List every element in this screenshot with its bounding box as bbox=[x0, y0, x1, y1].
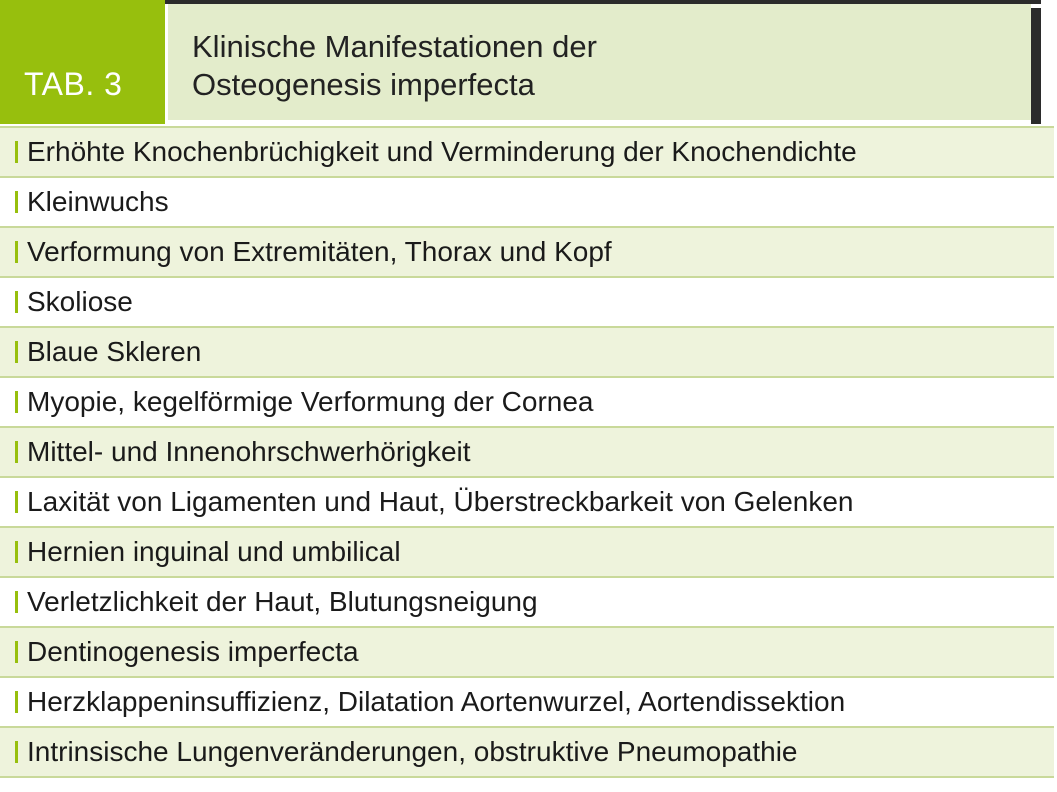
bullet-bar-icon bbox=[15, 291, 18, 313]
row-text: Verformung von Extremitäten, Thorax und … bbox=[27, 236, 612, 267]
table-row: Erhöhte Knochenbrüchigkeit und Verminder… bbox=[0, 126, 1054, 176]
bullet-bar-icon bbox=[15, 641, 18, 663]
bullet-bar-icon bbox=[15, 491, 18, 513]
bullet-bar-icon bbox=[15, 541, 18, 563]
title-frame-top bbox=[165, 0, 1041, 4]
table-row: Blaue Skleren bbox=[0, 326, 1054, 376]
bullet-bar-icon bbox=[15, 341, 18, 363]
row-text: Dentinogenesis imperfecta bbox=[27, 636, 359, 667]
table-row: Herzklappeninsuffizienz, Dilatation Aort… bbox=[0, 676, 1054, 726]
bullet-bar-icon bbox=[15, 591, 18, 613]
bullet-bar-icon bbox=[15, 241, 18, 263]
row-text: Laxität von Ligamenten und Haut, Überstr… bbox=[27, 486, 854, 517]
row-text: Intrinsische Lungenveränderungen, obstru… bbox=[27, 736, 798, 767]
bullet-bar-icon bbox=[15, 141, 18, 163]
bullet-bar-icon bbox=[15, 741, 18, 763]
table-title-box: Klinische Manifestationen der Osteogenes… bbox=[165, 4, 1031, 120]
bullet-bar-icon bbox=[15, 191, 18, 213]
title-frame-right bbox=[1031, 8, 1041, 124]
table-title-line-1: Klinische Manifestationen der bbox=[192, 29, 597, 64]
table-row: Verletzlichkeit der Haut, Blutungsneigun… bbox=[0, 576, 1054, 626]
table-row: Dentinogenesis imperfecta bbox=[0, 626, 1054, 676]
table-row: Laxität von Ligamenten und Haut, Überstr… bbox=[0, 476, 1054, 526]
table-row: Verformung von Extremitäten, Thorax und … bbox=[0, 226, 1054, 276]
table-header: TAB. 3 Klinische Manifestationen der Ost… bbox=[0, 0, 1057, 124]
table-row: Intrinsische Lungenveränderungen, obstru… bbox=[0, 726, 1054, 778]
row-text: Blaue Skleren bbox=[27, 336, 202, 367]
row-text: Myopie, kegelförmige Verformung der Corn… bbox=[27, 386, 594, 417]
table-row: Mittel- und Innenohrschwerhörigkeit bbox=[0, 426, 1054, 476]
table-row: Kleinwuchs bbox=[0, 176, 1054, 226]
row-text: Mittel- und Innenohrschwerhörigkeit bbox=[27, 436, 471, 467]
table-number-label: TAB. 3 bbox=[0, 0, 165, 124]
table-row: Skoliose bbox=[0, 276, 1054, 326]
table-body: Erhöhte Knochenbrüchigkeit und Verminder… bbox=[0, 126, 1054, 778]
row-text: Skoliose bbox=[27, 286, 133, 317]
table-title-line-2: Osteogenesis imperfecta bbox=[192, 67, 535, 102]
table-row: Myopie, kegelförmige Verformung der Corn… bbox=[0, 376, 1054, 426]
bullet-bar-icon bbox=[15, 691, 18, 713]
row-text: Verletzlichkeit der Haut, Blutungsneigun… bbox=[27, 586, 538, 617]
row-text: Herzklappeninsuffizienz, Dilatation Aort… bbox=[27, 686, 846, 717]
row-text: Erhöhte Knochenbrüchigkeit und Verminder… bbox=[27, 136, 857, 167]
bullet-bar-icon bbox=[15, 441, 18, 463]
bullet-bar-icon bbox=[15, 391, 18, 413]
table-row: Hernien inguinal und umbilical bbox=[0, 526, 1054, 576]
row-text: Kleinwuchs bbox=[27, 186, 169, 217]
row-text: Hernien inguinal und umbilical bbox=[27, 536, 401, 567]
